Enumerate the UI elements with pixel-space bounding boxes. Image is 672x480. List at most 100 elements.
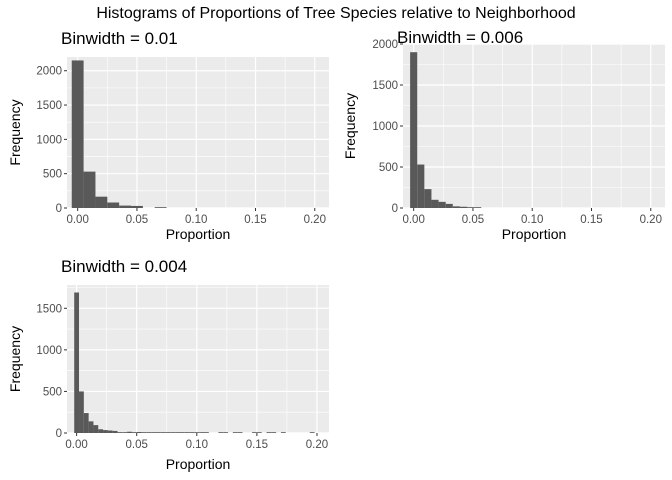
panel-title: Binwidth = 0.01 bbox=[61, 29, 178, 48]
histogram-bar bbox=[424, 189, 432, 208]
y-tick-label: 500 bbox=[43, 169, 62, 181]
histogram-bar bbox=[179, 432, 185, 433]
x-tick-label: 0.15 bbox=[580, 214, 602, 226]
y-axis-title: Frequency bbox=[7, 99, 23, 165]
histogram-bar bbox=[431, 199, 439, 208]
x-tick-label: 0.15 bbox=[244, 214, 266, 226]
histogram-bar bbox=[122, 432, 128, 433]
histogram-bar bbox=[237, 432, 243, 433]
x-tick-label: 0.20 bbox=[306, 439, 328, 451]
histogram-bar bbox=[98, 429, 104, 433]
histogram-bar bbox=[141, 432, 147, 433]
histogram-bar bbox=[199, 432, 205, 433]
histogram-bar bbox=[175, 432, 180, 433]
y-tick-label: 0 bbox=[392, 203, 398, 215]
y-tick-label: 1000 bbox=[372, 121, 398, 133]
histogram-bar bbox=[146, 432, 152, 433]
x-tick-label: 0.10 bbox=[185, 214, 207, 226]
histogram-bar bbox=[194, 432, 200, 433]
x-tick-label: 0.05 bbox=[462, 214, 484, 226]
histogram-bar bbox=[127, 431, 132, 433]
x-tick-label: 0.00 bbox=[402, 214, 424, 226]
histogram-bar bbox=[417, 164, 425, 208]
histogram-bar bbox=[165, 432, 171, 433]
x-tick-label: 0.05 bbox=[126, 214, 148, 226]
panel-title: Binwidth = 0.004 bbox=[61, 257, 187, 276]
histogram-bar bbox=[232, 432, 238, 433]
y-tick-label: 0 bbox=[56, 428, 62, 440]
histogram-bar bbox=[151, 432, 156, 433]
histogram-bar bbox=[252, 432, 257, 433]
x-tick-label: 0.15 bbox=[246, 439, 268, 451]
histogram-bar bbox=[271, 432, 277, 433]
histogram-bar bbox=[256, 432, 262, 433]
y-tick-label: 500 bbox=[379, 162, 398, 174]
histogram-bar bbox=[71, 60, 84, 208]
x-axis-title: Proportion bbox=[166, 226, 231, 242]
histogram-bar bbox=[218, 432, 224, 433]
y-tick-label: 0 bbox=[56, 203, 62, 215]
histogram-bar bbox=[107, 202, 120, 208]
y-tick-label: 1500 bbox=[372, 80, 398, 92]
histogram-bar bbox=[95, 196, 108, 208]
histogram-bar bbox=[266, 432, 272, 433]
histogram-bar bbox=[189, 432, 195, 433]
histogram-bar bbox=[154, 207, 167, 208]
histogram-bar bbox=[107, 430, 113, 433]
histogram-panel-binwidth-0-01: 0.00 0.05 0.10 0.15 0.20 0 500 1000 1500 2000 Binw… bbox=[7, 29, 329, 242]
x-tick-label: 0.00 bbox=[66, 214, 88, 226]
y-tick-label: 2000 bbox=[36, 66, 62, 78]
histogram-bar bbox=[83, 171, 96, 208]
histogram-bar bbox=[119, 205, 132, 208]
histogram-bar bbox=[74, 292, 80, 433]
y-tick-label: 2000 bbox=[372, 39, 398, 51]
histogram-bar bbox=[184, 432, 190, 433]
histogram-bar bbox=[83, 413, 89, 433]
y-tick-label: 1500 bbox=[36, 303, 62, 315]
histogram-panel-binwidth-0-006: 0.00 0.05 0.10 0.15 0.20 0 500 1000 1500 2000 Binw… bbox=[342, 28, 665, 242]
y-tick-label: 1000 bbox=[36, 345, 62, 357]
histogram-bar bbox=[155, 432, 161, 433]
x-tick-label: 0.05 bbox=[126, 439, 148, 451]
figure-title: Histograms of Proportions of Tree Specie… bbox=[96, 5, 575, 22]
histogram-bar bbox=[160, 432, 166, 433]
y-axis-title: Frequency bbox=[7, 326, 23, 392]
histogram-bar bbox=[410, 52, 418, 209]
histogram-bar bbox=[103, 430, 108, 433]
histogram-bar bbox=[309, 432, 315, 433]
histogram-bar bbox=[474, 207, 482, 208]
x-tick-label: 0.10 bbox=[186, 439, 208, 451]
histogram-panel-binwidth-0-004: 0.00 0.05 0.10 0.15 0.20 0 500 1000 1500 Binwidth… bbox=[7, 257, 329, 472]
panel-background bbox=[67, 285, 329, 433]
histogram-bar bbox=[452, 206, 460, 208]
histogram-bar bbox=[445, 203, 453, 208]
histogram-bar bbox=[112, 430, 118, 433]
y-tick-label: 1000 bbox=[36, 134, 62, 146]
y-tick-label: 500 bbox=[43, 386, 62, 398]
histogram-bar bbox=[223, 432, 229, 433]
x-tick-label: 0.20 bbox=[640, 214, 662, 226]
x-tick-label: 0.20 bbox=[304, 214, 326, 226]
y-tick-label: 1500 bbox=[36, 100, 62, 112]
histogram-bar bbox=[131, 205, 143, 208]
histogram-bar bbox=[79, 391, 84, 433]
histogram-bar bbox=[131, 432, 137, 433]
histogram-bar bbox=[467, 207, 475, 208]
panel-title: Binwidth = 0.006 bbox=[397, 28, 523, 47]
x-tick-label: 0.10 bbox=[521, 214, 543, 226]
histogram-bar bbox=[459, 206, 468, 208]
panel-background bbox=[67, 57, 329, 208]
histogram-bar bbox=[280, 432, 286, 433]
histogram-bar bbox=[438, 201, 446, 208]
histogram-bar bbox=[117, 432, 123, 433]
histogram-bar bbox=[170, 432, 176, 433]
x-axis-title: Proportion bbox=[166, 456, 231, 472]
y-axis-title: Frequency bbox=[342, 93, 358, 159]
x-axis-title: Proportion bbox=[502, 226, 567, 242]
x-tick-label: 0.00 bbox=[65, 439, 87, 451]
histogram-bar bbox=[88, 421, 94, 433]
histogram-bar bbox=[204, 432, 209, 433]
histogram-bar bbox=[136, 432, 142, 433]
histogram-bar bbox=[93, 425, 99, 433]
